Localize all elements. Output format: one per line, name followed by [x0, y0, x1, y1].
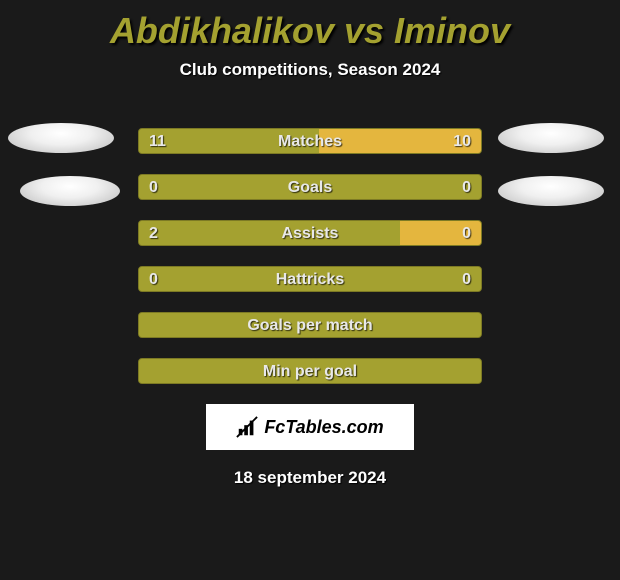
stat-left-value: 0	[149, 175, 158, 200]
report-date: 18 september 2024	[0, 468, 620, 488]
stat-row: Matches11 10	[138, 128, 482, 154]
stat-row: Goals per match	[138, 312, 482, 338]
comparison-title: Abdikhalikov vs Iminov	[0, 0, 620, 52]
stat-label: Goals per match	[139, 313, 481, 338]
player-photo-placeholder	[498, 176, 604, 206]
stat-label: Assists	[139, 221, 481, 246]
stat-left-value: 2	[149, 221, 158, 246]
stat-left-value: 0	[149, 267, 158, 292]
stat-row: Goals0 0	[138, 174, 482, 200]
fctables-logo: FcTables.com	[206, 404, 414, 450]
stat-right-value: 0	[462, 267, 471, 292]
stat-label: Matches	[139, 129, 481, 154]
player-photo-placeholder	[20, 176, 120, 206]
stat-right-value: 10	[453, 129, 471, 154]
comparison-subtitle: Club competitions, Season 2024	[0, 60, 620, 80]
player-photo-placeholder	[8, 123, 114, 153]
stat-right-value: 0	[462, 175, 471, 200]
stat-right-value: 0	[462, 221, 471, 246]
stat-left-value: 11	[149, 129, 166, 154]
logo-text: FcTables.com	[264, 417, 383, 438]
player-photo-placeholder	[498, 123, 604, 153]
stat-label: Hattricks	[139, 267, 481, 292]
stat-label: Min per goal	[139, 359, 481, 384]
bar-chart-icon	[236, 416, 258, 438]
stat-label: Goals	[139, 175, 481, 200]
stat-row: Assists2 0	[138, 220, 482, 246]
stats-bars-area: Matches1110Goals00Assists20Hattricks00Go…	[138, 128, 482, 384]
stat-row: Hattricks0 0	[138, 266, 482, 292]
stat-row: Min per goal	[138, 358, 482, 384]
